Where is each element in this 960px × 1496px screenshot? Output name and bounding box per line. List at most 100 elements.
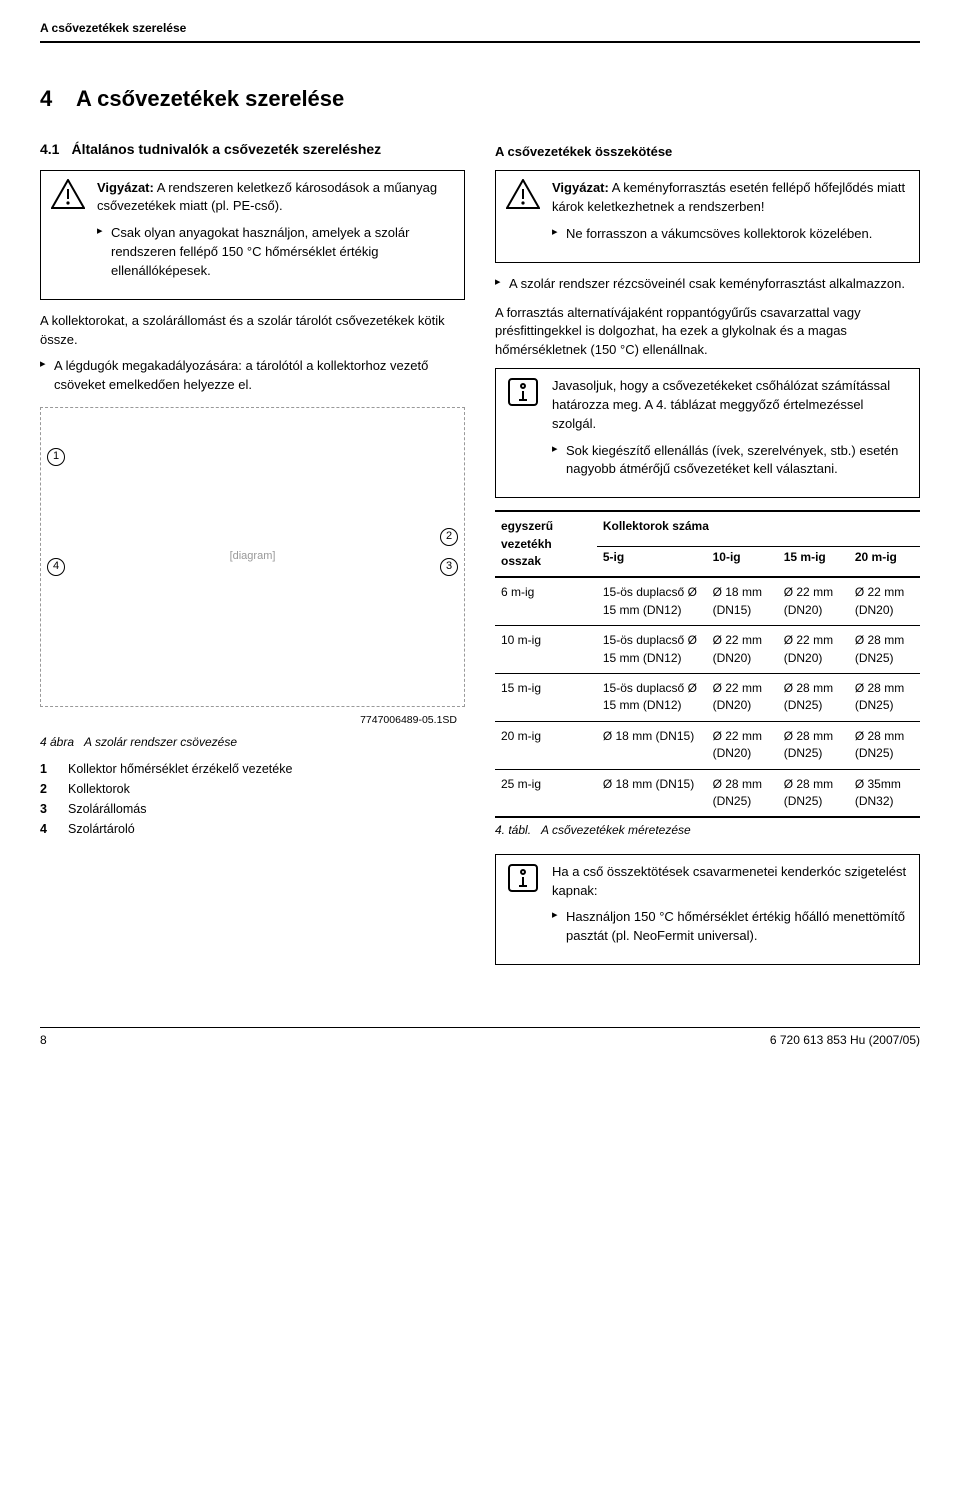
table-caption-text: A csővezetékek méretezése — [541, 823, 691, 837]
table-cell: Ø 18 mm (DN15) — [597, 721, 707, 769]
table-row: 15 m-ig15-ös duplacső Ø 15 mm (DN12)Ø 22… — [495, 673, 920, 721]
table-header-group: Kollektorok száma — [597, 511, 920, 546]
warning-icon — [506, 179, 540, 209]
legend-num-3: 3 — [40, 800, 54, 818]
info-bullets-2: Használjon 150 °C hőmérséklet értékig hő… — [552, 908, 909, 946]
table-cell: 15 m-ig — [495, 673, 597, 721]
right-subhead: A csővezetékek összekötése — [495, 143, 920, 162]
figure-callout-3: 3 — [440, 558, 458, 576]
left-bullet-1: A légdugók megakadályozására: a tárolótó… — [40, 357, 465, 395]
table-row: 25 m-igØ 18 mm (DN15)Ø 28 mm (DN25)Ø 28 … — [495, 769, 920, 817]
info-bullet-1: Sok kiegészítő ellenállás (ívek, szerelv… — [552, 442, 909, 480]
chapter-number: 4 — [40, 83, 76, 115]
figure-callout-2: 2 — [440, 528, 458, 546]
info-box-1: Javasoljuk, hogy a csővezetékeket csőhál… — [495, 368, 920, 498]
table-caption-label: 4. tábl. — [495, 823, 531, 837]
info-bullets-1: Sok kiegészítő ellenállás (ívek, szerelv… — [552, 442, 909, 480]
warning-icon-cell — [51, 179, 87, 291]
legend-num-1: 1 — [40, 760, 54, 778]
table-cell: 6 m-ig — [495, 577, 597, 625]
table-caption: 4. tábl. A csővezetékek méretezése — [495, 822, 920, 839]
figure-placeholder-label: [diagram] — [230, 549, 276, 565]
table-cell: Ø 18 mm (DN15) — [707, 577, 778, 625]
table-row: 20 m-igØ 18 mm (DN15)Ø 22 mm (DN20)Ø 28 … — [495, 721, 920, 769]
table-cell: Ø 28 mm (DN25) — [849, 626, 920, 674]
table-cell: Ø 35mm (DN32) — [849, 769, 920, 817]
warning-icon — [51, 179, 85, 209]
table-cell: 10 m-ig — [495, 626, 597, 674]
figure-callout-1: 1 — [47, 448, 65, 466]
table-cell: Ø 28 mm (DN25) — [849, 673, 920, 721]
table-cell: 20 m-ig — [495, 721, 597, 769]
figure-4: [diagram] 1 2 3 4 — [40, 407, 465, 707]
table-cell: 15-ös duplacső Ø 15 mm (DN12) — [597, 626, 707, 674]
warning-label: Vigyázat: — [97, 180, 154, 195]
table-subheader-4: 20 m-ig — [849, 547, 920, 578]
table-cell: 15-ös duplacső Ø 15 mm (DN12) — [597, 673, 707, 721]
warning-icon-cell-right — [506, 179, 542, 254]
figure-caption-text: A szolár rendszer csövezése — [84, 735, 237, 749]
legend-num-4: 4 — [40, 820, 54, 838]
table-cell: Ø 28 mm (DN25) — [778, 673, 849, 721]
table-cell: Ø 28 mm (DN25) — [707, 769, 778, 817]
warning-bullets-right: Ne forrasszon a vákumcsöves kollektorok … — [552, 225, 909, 244]
table-cell: Ø 22 mm (DN20) — [707, 673, 778, 721]
legend-row-3: 3 Szolárállomás — [40, 800, 465, 818]
legend-row-4: 4Szolártároló — [40, 820, 465, 838]
table-subheader-3: 15 m-ig — [778, 547, 849, 578]
info-text-cell-1: Javasoljuk, hogy a csővezetékeket csőhál… — [552, 377, 909, 489]
table-cell: Ø 22 mm (DN20) — [707, 721, 778, 769]
info-icon-cell-1 — [506, 377, 542, 489]
table-cell: Ø 22 mm (DN20) — [778, 577, 849, 625]
warning-bullet-right-1: Ne forrasszon a vákumcsöves kollektorok … — [552, 225, 909, 244]
section-title-text: Általános tudnivalók a csővezeték szerel… — [71, 139, 381, 159]
warning-paragraph: Vigyázat: A rendszeren keletkező károsod… — [97, 179, 454, 217]
info-box-2: Ha a cső összektötések csavarmenetei ken… — [495, 854, 920, 965]
info-bullet-2: Használjon 150 °C hőmérséklet értékig hő… — [552, 908, 909, 946]
table-cell: Ø 22 mm (DN20) — [849, 577, 920, 625]
left-paragraph-1: A kollektorokat, a szolárállomást és a s… — [40, 312, 465, 350]
section-number: 4.1 — [40, 139, 59, 159]
legend-text-2: Kollektorok — [68, 780, 130, 798]
chapter-title: 4A csővezetékek szerelése — [40, 83, 920, 115]
section-title: 4.1 Általános tudnivalók a csővezeték sz… — [40, 139, 465, 159]
warning-bullets: Csak olyan anyagokat használjon, amelyek… — [97, 224, 454, 281]
legend-row-2: 2 Kollektorok — [40, 780, 465, 798]
info-icon — [506, 863, 540, 893]
table-cell: Ø 28 mm (DN25) — [849, 721, 920, 769]
right-outer-bullet-1: A szolár rendszer rézcsöveinél csak kemé… — [495, 275, 920, 294]
warning-box-right: Vigyázat: A keményforrasztás esetén fell… — [495, 170, 920, 263]
footer-page-number: 8 — [40, 1032, 47, 1049]
table-subheader-1: 5-ig — [597, 547, 707, 578]
legend-text-1: Kollektor hőmérséklet érzékelő vezetéke — [68, 760, 292, 778]
legend-num-2: 2 — [40, 780, 54, 798]
right-paragraph-2: A forrasztás alternatívájaként roppantóg… — [495, 304, 920, 361]
table-subheader-2: 10-ig — [707, 547, 778, 578]
figure-callout-4: 4 — [47, 558, 65, 576]
table-cell: 25 m-ig — [495, 769, 597, 817]
table-row: 10 m-ig15-ös duplacső Ø 15 mm (DN12)Ø 22… — [495, 626, 920, 674]
table-row: 6 m-ig15-ös duplacső Ø 15 mm (DN12)Ø 18 … — [495, 577, 920, 625]
footer-doc-id: 6 720 613 853 Hu (2007/05) — [770, 1032, 920, 1049]
left-column: 4.1 Általános tudnivalók a csővezeték sz… — [40, 139, 465, 977]
legend-text-3: Szolárállomás — [68, 800, 147, 818]
table-cell: Ø 22 mm (DN20) — [778, 626, 849, 674]
info-paragraph-1: Javasoljuk, hogy a csővezetékeket csőhál… — [552, 377, 909, 434]
table-cell: Ø 28 mm (DN25) — [778, 769, 849, 817]
two-column-layout: 4.1 Általános tudnivalók a csővezeték sz… — [40, 139, 920, 977]
chapter-title-text: A csővezetékek szerelése — [76, 86, 344, 111]
page-footer: 8 6 720 613 853 Hu (2007/05) — [40, 1027, 920, 1049]
info-icon-cell-2 — [506, 863, 542, 956]
table-cell: Ø 22 mm (DN20) — [707, 626, 778, 674]
table-cell: Ø 28 mm (DN25) — [778, 721, 849, 769]
table-cell: 15-ös duplacső Ø 15 mm (DN12) — [597, 577, 707, 625]
sizing-table: egyszerű vezetékh osszak Kollektorok szá… — [495, 510, 920, 818]
info-paragraph-2: Ha a cső összektötések csavarmenetei ken… — [552, 863, 909, 901]
figure-code: 7747006489-05.1SD — [40, 713, 465, 728]
right-column: A csővezetékek összekötése Vigyázat: A k… — [495, 139, 920, 977]
legend-row-1: 1 Kollektor hőmérséklet érzékelő vezetéke — [40, 760, 465, 778]
figure-caption: 4 ábra A szolár rendszer csövezése — [40, 734, 465, 751]
table-cell: Ø 18 mm (DN15) — [597, 769, 707, 817]
warning-text-cell: Vigyázat: A rendszeren keletkező károsod… — [97, 179, 454, 291]
figure-caption-label: 4 ábra — [40, 735, 74, 749]
